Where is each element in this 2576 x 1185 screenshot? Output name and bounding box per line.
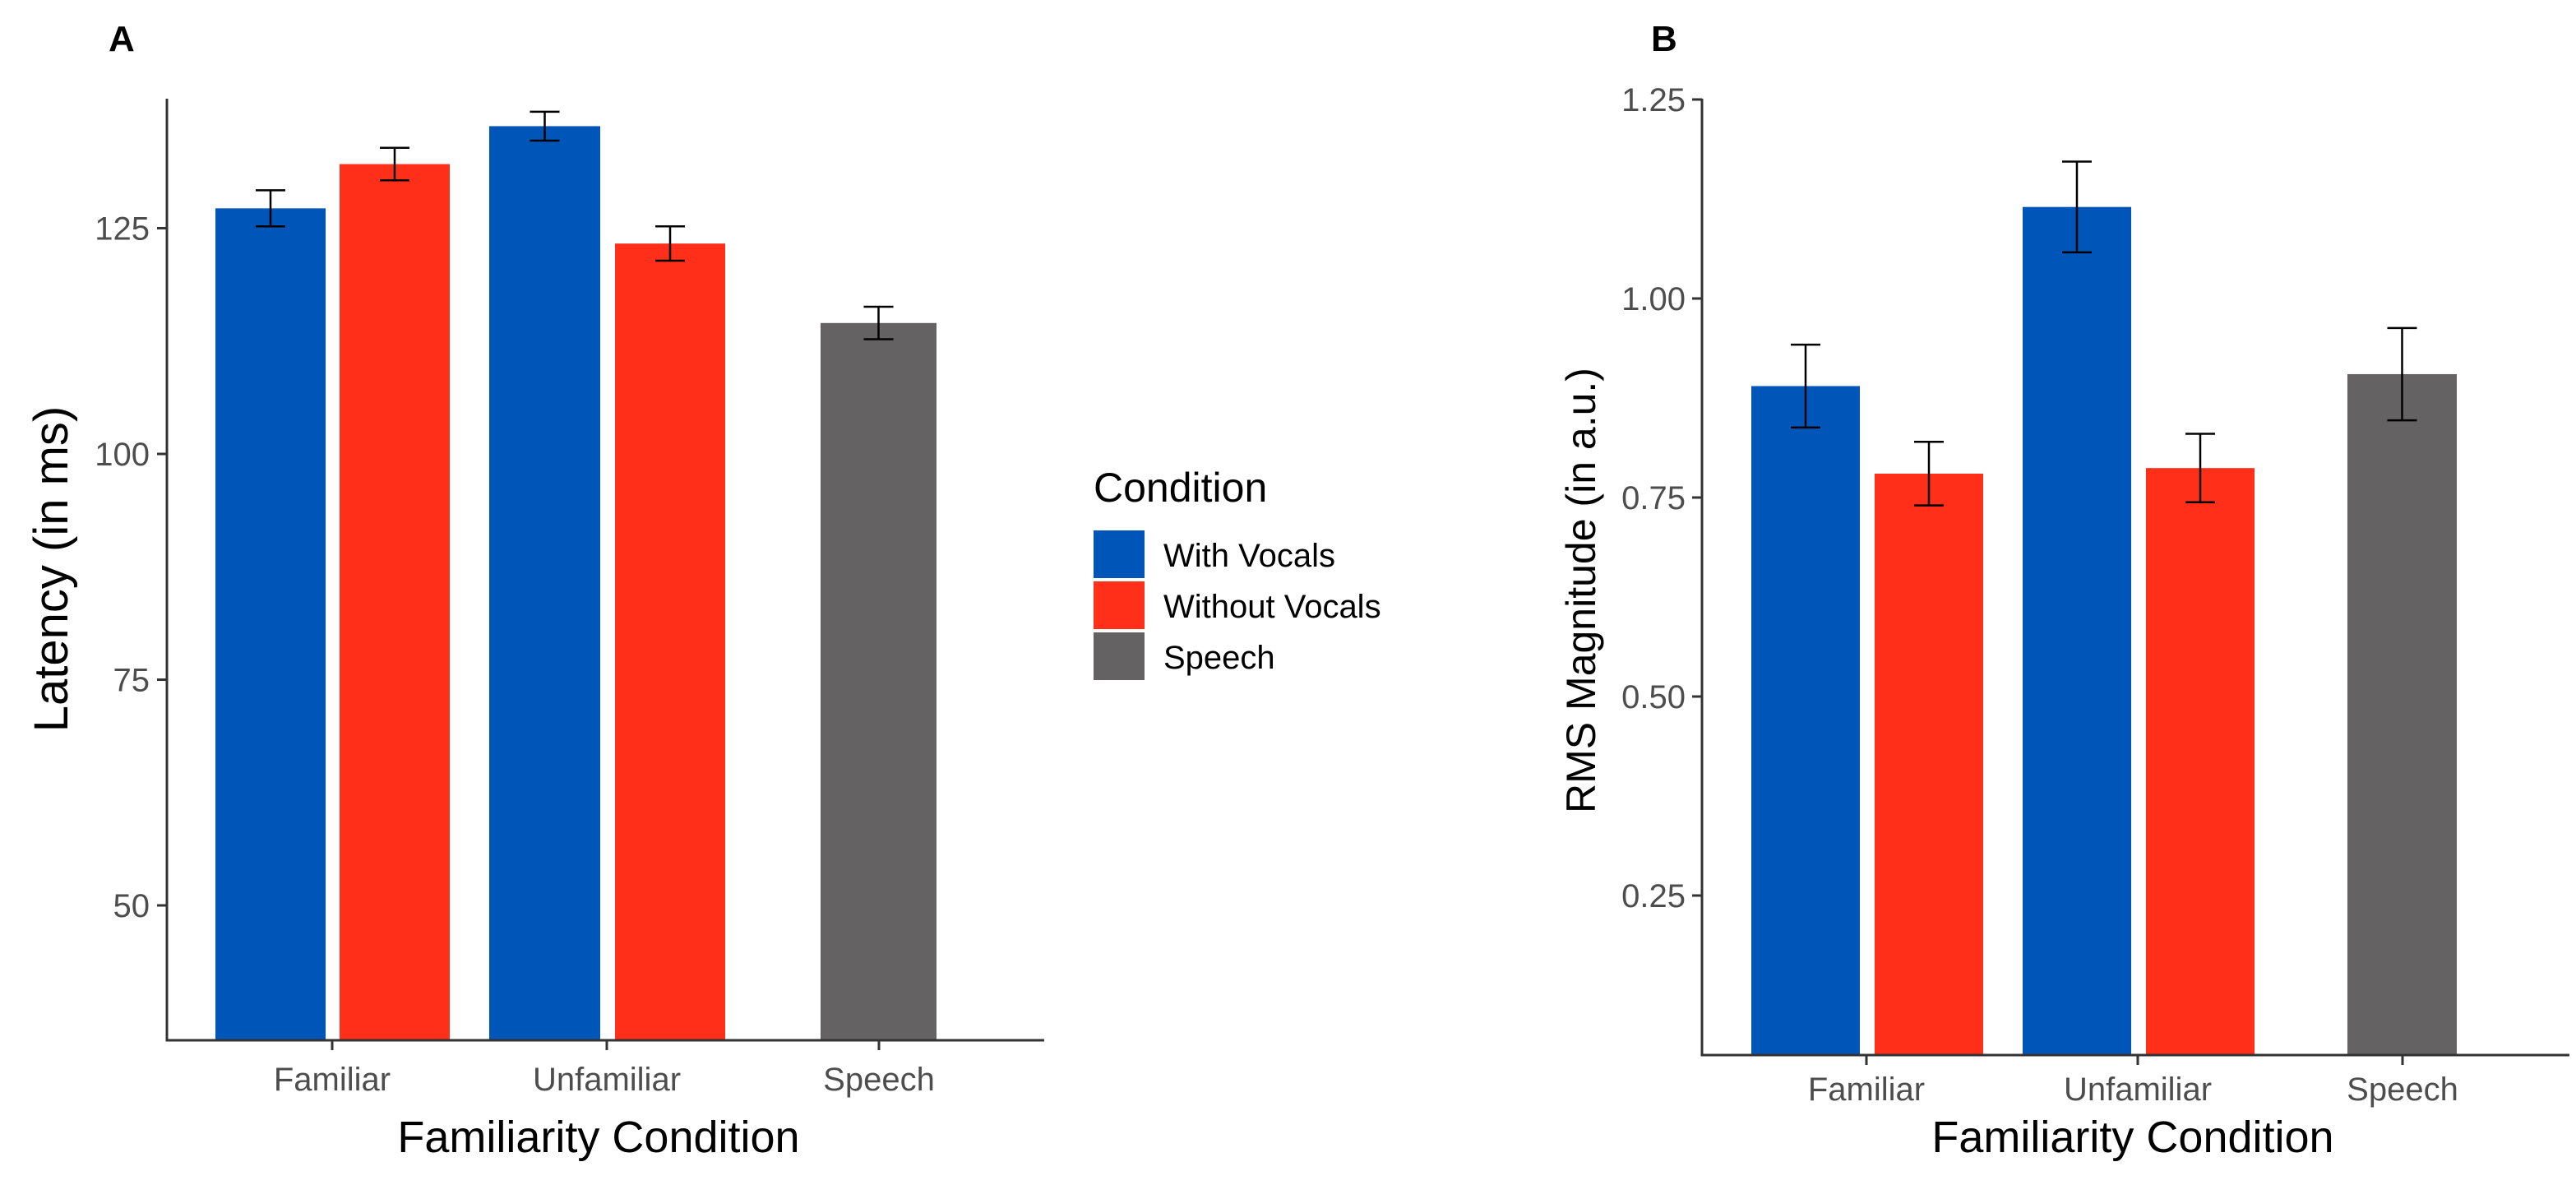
- legend-swatch-with-vocals: [1094, 530, 1145, 578]
- error-bar-speech-speech: [863, 305, 894, 340]
- error-bar-familiar-without-vocals: [380, 146, 409, 182]
- bar-speech-speech: [821, 322, 937, 1040]
- legend-label-without-vocals: Without Vocals: [1163, 589, 1381, 625]
- x-tick-labels-b: Familiar Unfamiliar Speech: [1808, 1055, 2458, 1108]
- panel-label-a: A: [109, 19, 135, 59]
- bar-familiar-without-vocals: [340, 164, 450, 1041]
- legend-swatch-without-vocals: [1094, 581, 1145, 629]
- y-tick-label: 1.25: [1621, 82, 1686, 118]
- bars-a: [215, 126, 937, 1041]
- panel-label-b: B: [1651, 19, 1677, 59]
- error-bar-familiar-with-vocals: [1791, 343, 1820, 429]
- y-axis-title-b: RMS Magnitude (in a.u.): [1558, 368, 1604, 813]
- y-tick-label: 0.25: [1621, 878, 1686, 914]
- x-axis-title-a: Familiarity Condition: [397, 1113, 799, 1162]
- bar-unfamiliar-without-vocals: [2146, 468, 2255, 1055]
- legend-label-speech: Speech: [1163, 640, 1275, 676]
- legend-swatch-speech: [1094, 632, 1145, 680]
- y-tick-labels-a: 50 75 100 125: [95, 211, 167, 924]
- x-tick-label-familiar: Familiar: [1808, 1072, 1925, 1108]
- x-tick-label-speech: Speech: [2347, 1072, 2458, 1108]
- axes-a: [165, 99, 1044, 1042]
- x-tick-label-unfamiliar: Unfamiliar: [533, 1062, 681, 1098]
- bar-familiar-with-vocals: [1751, 386, 1860, 1056]
- bar-unfamiliar-with-vocals: [2023, 206, 2131, 1056]
- error-bar-unfamiliar-with-vocals: [2062, 160, 2092, 254]
- error-bar-familiar-with-vocals: [256, 189, 285, 228]
- error-bar-familiar-without-vocals: [1914, 440, 1944, 507]
- x-tick-labels-a: Familiar Unfamiliar Speech: [274, 1040, 935, 1098]
- x-tick-label-speech: Speech: [823, 1062, 935, 1098]
- bar-unfamiliar-with-vocals: [489, 126, 600, 1040]
- y-tick-label: 1.00: [1621, 281, 1686, 317]
- error-bar-unfamiliar-with-vocals: [530, 110, 560, 142]
- chart-b: 0.25 0.50 0.75 1.00 1.25 Familiar Unfamiliar S…: [1558, 82, 2569, 1162]
- bar-speech-speech: [2347, 373, 2457, 1056]
- axes-b: [1700, 99, 2569, 1057]
- error-bar-unfamiliar-without-vocals: [655, 225, 685, 262]
- error-bar-unfamiliar-without-vocals: [2185, 433, 2215, 504]
- y-tick-label: 0.50: [1621, 679, 1686, 715]
- y-tick-labels-b: 0.25 0.50 0.75 1.00 1.25: [1621, 82, 1702, 914]
- legend-title: Condition: [1094, 465, 1267, 511]
- chart-a: 50 75 100 125 Familiar Unfamiliar Speech Fami…: [25, 99, 1044, 1162]
- y-tick-label: 50: [113, 888, 150, 924]
- y-tick-label: 125: [95, 211, 150, 248]
- bar-familiar-with-vocals: [215, 208, 326, 1040]
- x-tick-label-familiar: Familiar: [274, 1062, 391, 1098]
- legend-label-with-vocals: With Vocals: [1163, 538, 1335, 574]
- y-tick-label: 0.75: [1621, 480, 1686, 516]
- legend: Condition With Vocals Without Vocals Spe…: [1094, 465, 1381, 680]
- error-bars-a: [256, 110, 894, 340]
- bars-b: [1751, 206, 2457, 1056]
- y-tick-label: 100: [95, 437, 150, 473]
- y-tick-label: 75: [113, 663, 150, 699]
- x-tick-label-unfamiliar: Unfamiliar: [2064, 1072, 2212, 1108]
- error-bar-speech-speech: [2387, 326, 2417, 422]
- y-axis-title-a: Latency (in ms): [25, 406, 78, 732]
- error-bars-b: [1791, 160, 2417, 507]
- bar-familiar-without-vocals: [1875, 473, 1983, 1055]
- bar-unfamiliar-without-vocals: [615, 243, 725, 1040]
- x-axis-title-b: Familiarity Condition: [1931, 1113, 2333, 1162]
